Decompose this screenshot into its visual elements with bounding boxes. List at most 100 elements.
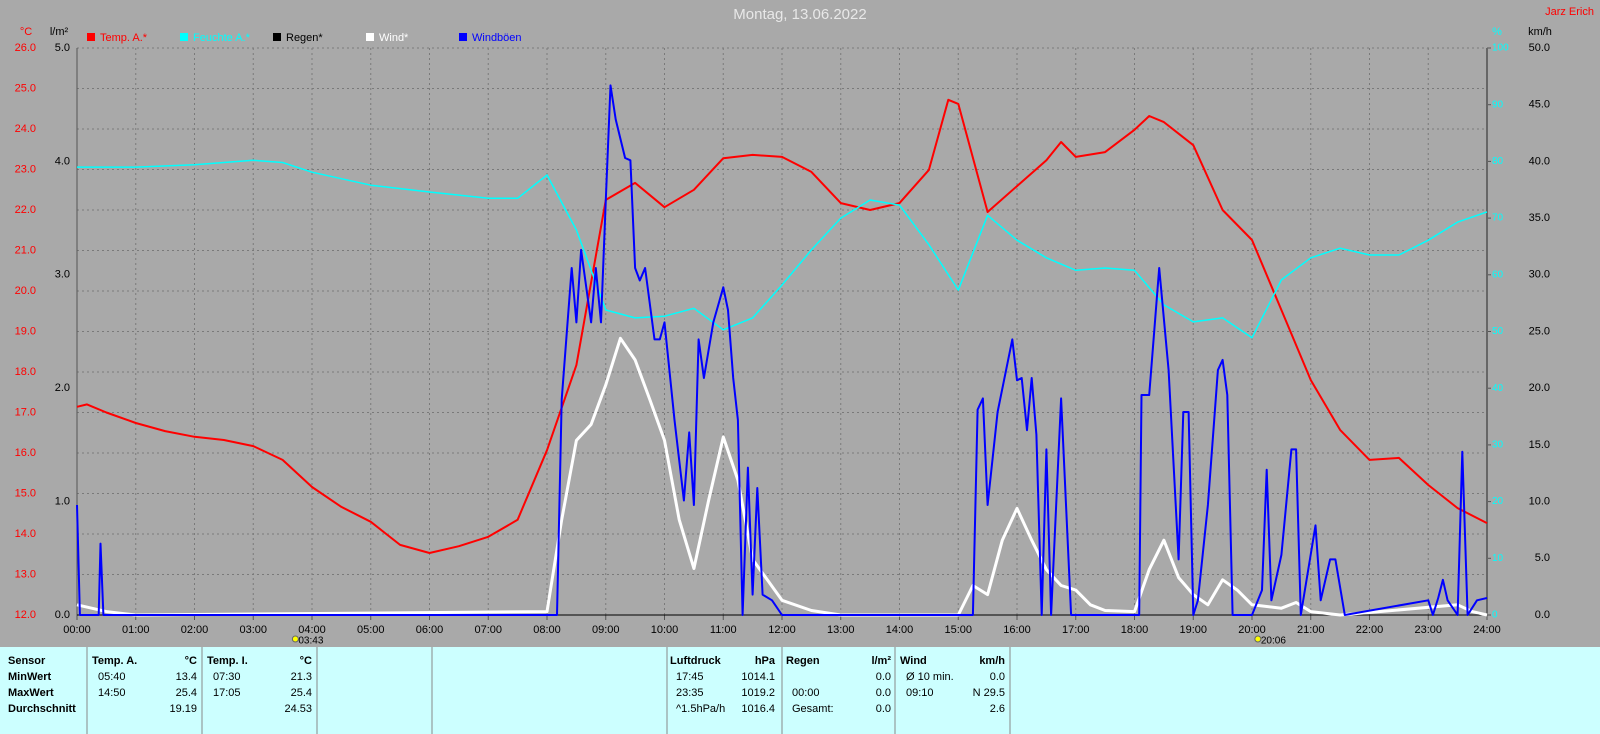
series-line — [77, 159, 1488, 339]
row-label: Durchschnitt — [8, 703, 76, 715]
y4-tick-label: 30 — [1492, 440, 1504, 451]
cell-value: 21.3 — [291, 671, 312, 683]
y-tick-label: 24.0 — [15, 123, 36, 135]
group-header: Regen — [786, 655, 820, 667]
cell-value: N 29.5 — [973, 687, 1005, 699]
table-header: Sensor — [8, 655, 46, 667]
group-header: Temp. I. — [207, 655, 248, 667]
group-unit: °C — [300, 655, 312, 667]
series-line — [76, 98, 1488, 554]
chart-title: Montag, 13.06.2022 — [733, 6, 866, 23]
group-header: Temp. A. — [92, 655, 137, 667]
table-background — [0, 647, 1600, 734]
cell-value: 24.53 — [284, 703, 312, 715]
group-unit: hPa — [755, 655, 776, 667]
row-label: MinWert — [8, 671, 52, 683]
y2-tick-label: 40.0 — [1529, 155, 1550, 167]
y-tick-label: 22.0 — [15, 204, 36, 216]
y-tick-label: 26.0 — [15, 42, 36, 54]
y-tick-label: 19.0 — [15, 325, 36, 337]
cell-time: ^1.5hPa/h — [676, 703, 725, 715]
x-tick-label: 06:00 — [416, 624, 444, 636]
sun-marker — [291, 635, 299, 643]
cell-time: Ø 10 min. — [906, 671, 954, 683]
cell-time: 00:00 — [792, 687, 820, 699]
cell-time: 14:50 — [98, 687, 126, 699]
y2-tick-label: 5.0 — [1535, 552, 1550, 564]
y3-tick-label: 1.0 — [55, 496, 70, 508]
legend-label: Feuchte A.* — [193, 32, 251, 44]
legend-swatch — [273, 33, 281, 41]
x-tick-label: 10:00 — [651, 624, 679, 636]
x-tick-label: 13:00 — [827, 624, 855, 636]
y2-tick-label: 45.0 — [1529, 99, 1550, 111]
cell-value: 25.4 — [291, 687, 312, 699]
cell-value: 0.0 — [990, 671, 1005, 683]
y2-tick-label: 20.0 — [1529, 382, 1550, 394]
cell-value: 2.6 — [990, 703, 1005, 715]
x-tick-label: 01:00 — [122, 624, 150, 636]
annotation: 20:06 — [1261, 636, 1286, 647]
y2-axis-unit: km/h — [1528, 26, 1552, 38]
x-tick-label: 19:00 — [1179, 624, 1207, 636]
x-tick-label: 07:00 — [474, 624, 502, 636]
y4-tick-label: 100 — [1492, 43, 1509, 54]
legend-label: Wind* — [379, 32, 409, 44]
y4-tick-label: 90 — [1492, 99, 1504, 110]
x-tick-label: 23:00 — [1414, 624, 1442, 636]
cell-value: 0.0 — [876, 671, 891, 683]
cell-time: 09:10 — [906, 687, 934, 699]
y3-tick-label: 2.0 — [55, 382, 70, 394]
cell-time: 07:30 — [213, 671, 241, 683]
group-header: Luftdruck — [670, 655, 722, 667]
series-line — [76, 336, 1488, 617]
y2-tick-label: 30.0 — [1529, 269, 1550, 281]
legend-label: Windböen — [472, 32, 522, 44]
legend-label: Regen* — [286, 32, 323, 44]
x-tick-label: 20:00 — [1238, 624, 1266, 636]
y2-tick-label: 0.0 — [1535, 609, 1550, 621]
x-tick-label: 17:00 — [1062, 624, 1090, 636]
cell-value: 1019.2 — [741, 687, 775, 699]
legend-swatch — [366, 33, 374, 41]
y-tick-label: 17.0 — [15, 406, 36, 418]
x-tick-label: 09:00 — [592, 624, 620, 636]
legend-label: Temp. A.* — [100, 32, 148, 44]
y4-tick-label: 20 — [1492, 496, 1504, 507]
cell-value: 13.4 — [176, 671, 197, 683]
author: Jarz Erich — [1545, 6, 1594, 18]
y2-tick-label: 25.0 — [1529, 325, 1550, 337]
cell-time: 17:45 — [676, 671, 704, 683]
y4-tick-label: 70 — [1492, 213, 1504, 224]
legend-swatch — [87, 33, 95, 41]
x-tick-label: 04:00 — [298, 624, 326, 636]
x-tick-label: 18:00 — [1121, 624, 1149, 636]
row-label: MaxWert — [8, 687, 54, 699]
y2-tick-label: 10.0 — [1529, 496, 1550, 508]
y4-tick-label: 10 — [1492, 553, 1504, 564]
cell-time: 23:35 — [676, 687, 704, 699]
cell-time: 17:05 — [213, 687, 241, 699]
x-tick-label: 14:00 — [886, 624, 914, 636]
annotation: 03:43 — [298, 636, 323, 647]
y-tick-label: 14.0 — [15, 528, 36, 540]
y-tick-label: 15.0 — [15, 487, 36, 499]
y4-tick-label: 40 — [1492, 383, 1504, 394]
legend-swatch — [459, 33, 467, 41]
y3-tick-label: 0.0 — [55, 609, 70, 621]
summary-table: Sensor MinWert MaxWert Durchschnitt Temp. A.… — [8, 647, 1011, 734]
y-tick-label: 23.0 — [15, 163, 36, 175]
x-tick-label: 00:00 — [63, 624, 91, 636]
y4-tick-label: 50 — [1492, 326, 1504, 337]
cell-value: 0.0 — [876, 687, 891, 699]
cell-value: 19.19 — [169, 703, 197, 715]
y-tick-label: 16.0 — [15, 447, 36, 459]
y4-tick-label: 60 — [1492, 269, 1504, 280]
x-tick-label: 11:00 — [710, 624, 737, 636]
y4-axis-unit: % — [1492, 26, 1502, 38]
x-tick-label: 16:00 — [1003, 624, 1031, 636]
x-tick-label: 03:00 — [239, 624, 267, 636]
y2-tick-label: 50.0 — [1529, 42, 1550, 54]
y-tick-label: 13.0 — [15, 568, 36, 580]
